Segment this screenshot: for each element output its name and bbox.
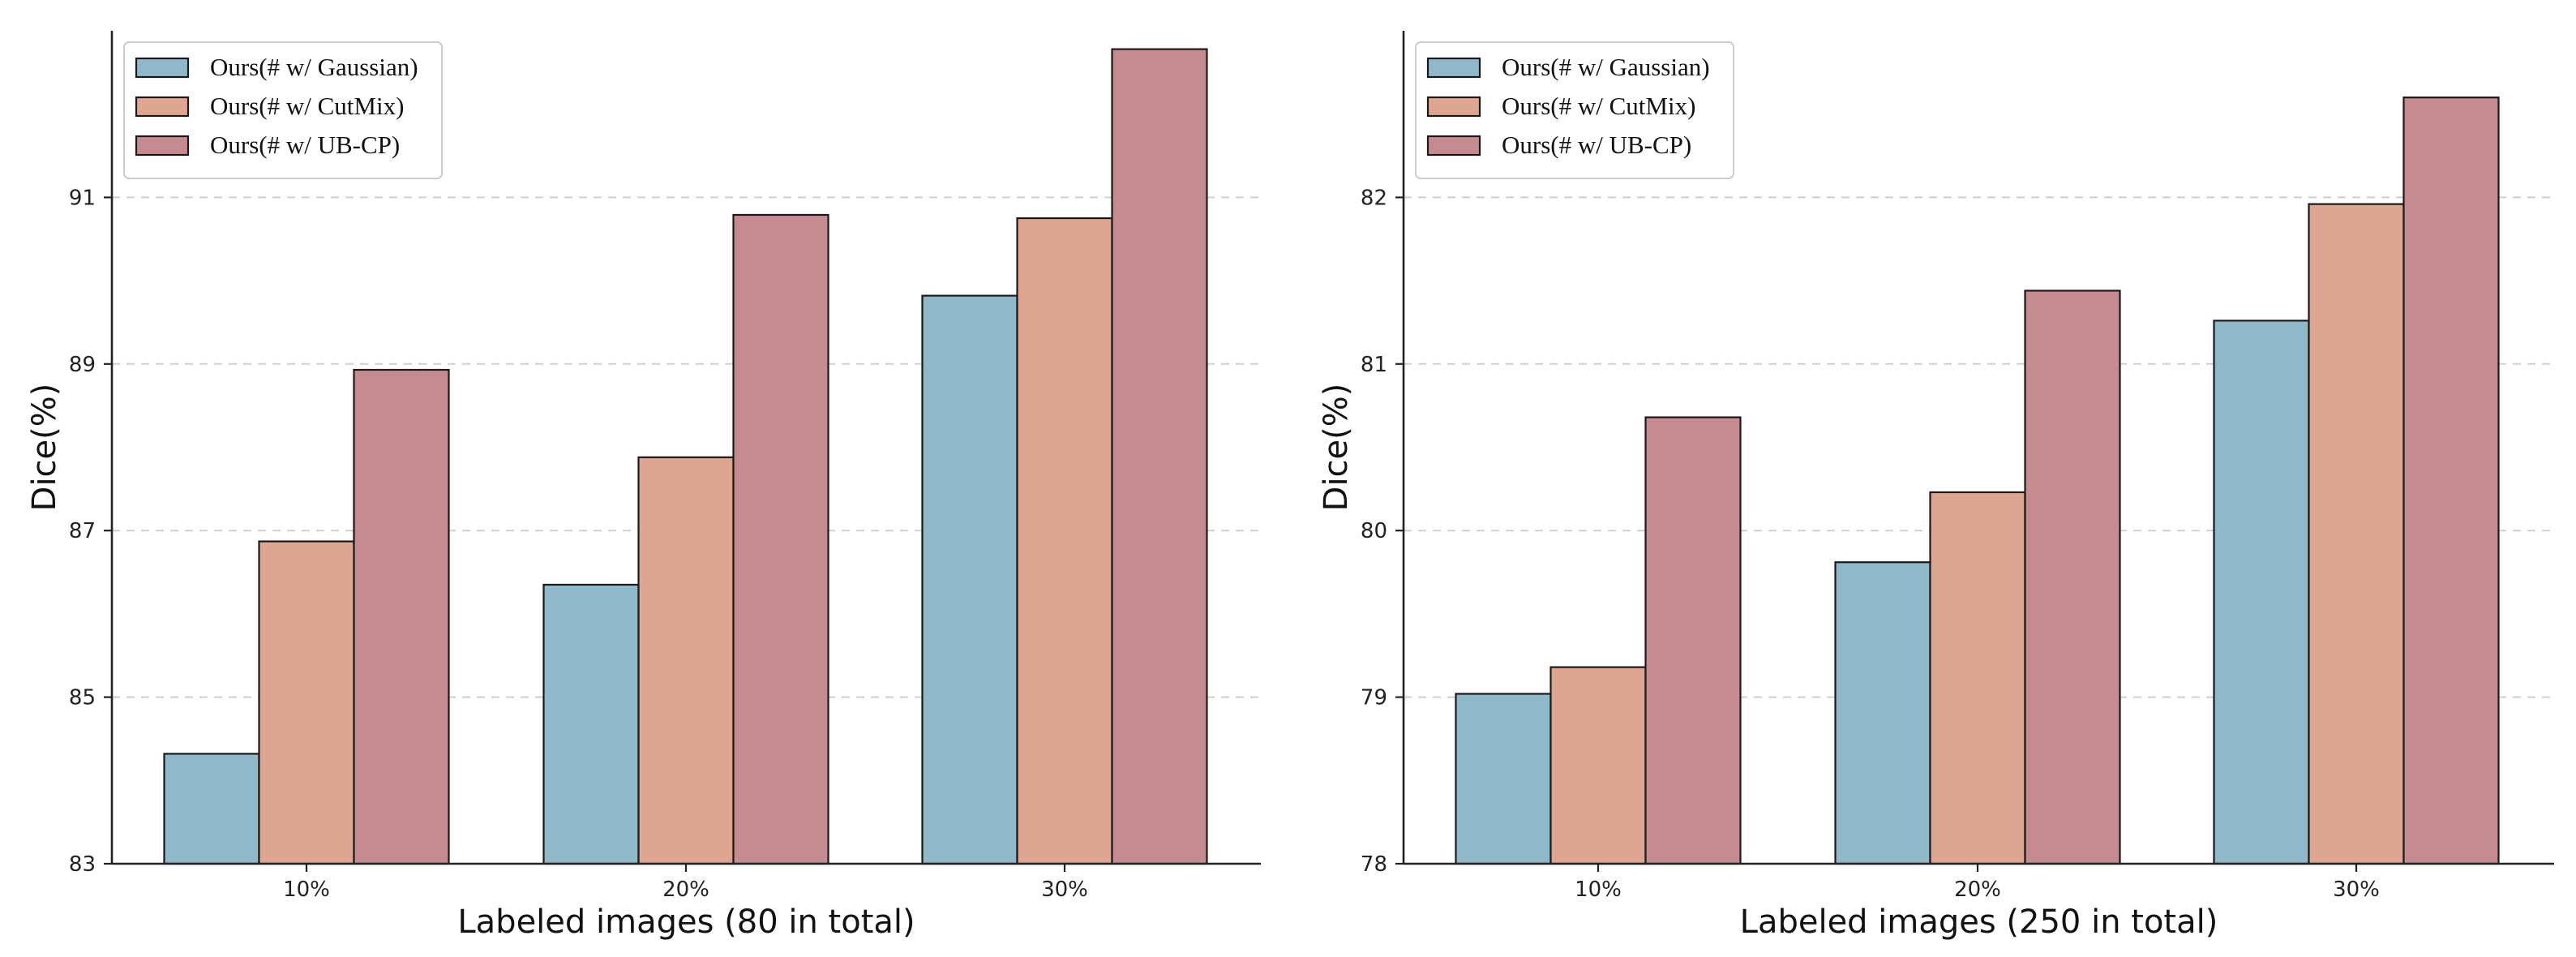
x-tick-label: 30%: [2333, 878, 2380, 902]
y-tick-label: 87: [69, 519, 96, 543]
x-tick-label: 10%: [283, 878, 330, 902]
bar: [1549, 666, 1647, 865]
legend-swatch: [1426, 57, 1481, 79]
legend: Ours(# w/ Gaussian) Ours(# w/ CutMix) Ours…: [123, 41, 443, 179]
bar: [542, 583, 640, 865]
legend-label: Ours(# w/ CutMix): [210, 92, 404, 120]
legend-swatch: [135, 96, 190, 118]
x-tick-label: 20%: [1954, 878, 2001, 902]
x-tick-label: 30%: [1041, 878, 1088, 902]
y-axis-title: Dice(%): [26, 384, 63, 512]
legend-swatch: [1426, 135, 1481, 157]
y-tick-label: 78: [1361, 852, 1387, 877]
legend-label: Ours(# w/ Gaussian): [210, 53, 418, 81]
y-tick-label: 89: [69, 353, 96, 377]
y-tick-label: 83: [69, 852, 96, 877]
legend-label: Ours(# w/ UB-CP): [210, 131, 400, 159]
bar: [258, 540, 355, 865]
legend-label: Ours(# w/ UB-CP): [1502, 131, 1691, 159]
x-axis-title: Labeled images (250 in total): [1740, 903, 2218, 941]
x-tick-label: 10%: [1575, 878, 1622, 902]
chart-panel-1: 83 85 87 89 91 10% 20% 30% Labeled images (80 in…: [26, 31, 1261, 941]
bar: [1016, 217, 1113, 865]
bar: [1644, 416, 1742, 865]
bar: [353, 368, 450, 865]
legend: Ours(# w/ Gaussian) Ours(# w/ CutMix) Ours…: [1415, 41, 1734, 179]
bar: [2024, 290, 2121, 865]
y-tick-label: 79: [1361, 686, 1387, 710]
bar: [732, 213, 829, 865]
legend-frame: [123, 41, 443, 179]
legend-label: Ours(# w/ CutMix): [1502, 92, 1695, 120]
x-axis-title: Labeled images (80 in total): [457, 903, 915, 941]
y-tick-label: 85: [69, 686, 96, 710]
y-tick-label: 81: [1361, 353, 1387, 377]
legend-swatch: [1426, 96, 1481, 118]
chart-panel-2: 78 79 80 81 82 10% 20% 30% Labeled images (250 i…: [1318, 31, 2554, 941]
bar: [637, 456, 735, 865]
bar: [2213, 320, 2310, 865]
bar: [1834, 561, 1931, 865]
y-tick-label: 82: [1361, 186, 1387, 210]
y-axis-title: Dice(%): [1318, 384, 1355, 512]
legend-swatch: [135, 57, 190, 79]
legend-label: Ours(# w/ Gaussian): [1502, 53, 1710, 81]
bar: [1111, 48, 1208, 865]
bar: [1455, 693, 1552, 865]
bar: [921, 294, 1018, 865]
y-tick-label: 91: [69, 186, 96, 210]
y-tick-label: 80: [1361, 519, 1387, 543]
legend-frame: [1415, 41, 1734, 179]
bar: [2402, 97, 2500, 865]
x-tick-label: 20%: [662, 878, 709, 902]
bar: [1929, 491, 2026, 865]
legend-swatch: [135, 135, 190, 157]
bar: [163, 753, 260, 865]
bar: [2308, 203, 2405, 865]
